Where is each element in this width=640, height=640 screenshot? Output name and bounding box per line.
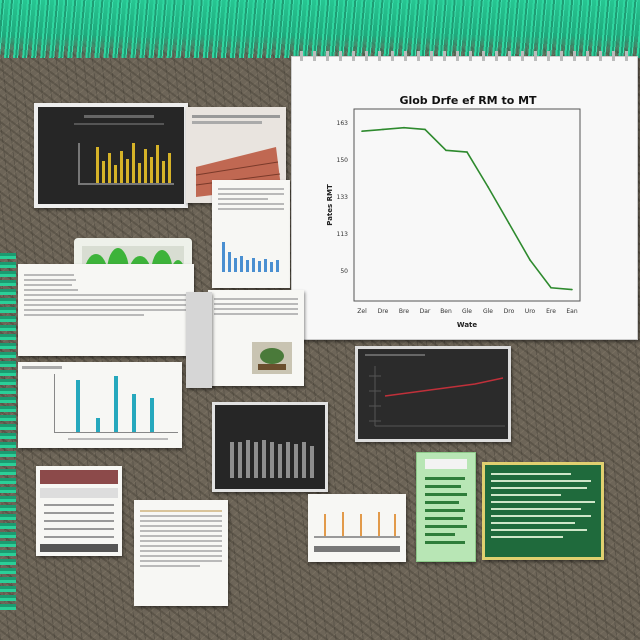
dark-bar-chart-image: [38, 107, 184, 204]
y-tick-label: 113: [337, 231, 349, 238]
document-cyan-bar-chart: [18, 362, 182, 448]
blue-bars-image: [222, 242, 279, 272]
document-orange-bars: [308, 494, 406, 562]
document-text-lines: [134, 510, 228, 567]
x-tick-label: Uro: [525, 308, 536, 315]
document-text-table: [18, 264, 194, 356]
orange-bars-image: [314, 512, 400, 552]
data-point: [403, 126, 405, 129]
y-tick-label: 133: [337, 194, 349, 201]
document-text-lines: [208, 298, 304, 315]
x-tick-label: Zel: [357, 308, 367, 315]
chalkboard-text-image: [491, 473, 595, 538]
thumbnail-dark-gray-bars: [212, 402, 328, 492]
thumbnail-dark-line-chart: [355, 346, 511, 442]
data-point: [445, 149, 447, 152]
document-red-table: [186, 107, 286, 203]
y-axis-label: Pates RMT: [326, 184, 334, 226]
document-blue-bars: [212, 180, 290, 288]
binder-rings: [300, 51, 629, 61]
data-point: [487, 186, 489, 188]
document-with-photo: [208, 290, 304, 386]
chart-title: Glob Drfe ef RM to MT: [399, 94, 537, 107]
cyan-bars-image: [22, 366, 178, 440]
document-text-lines: [18, 274, 194, 316]
x-tick-label: Dar: [420, 308, 431, 315]
x-tick-label: Gle: [483, 308, 493, 315]
small-plant-photo: [252, 342, 292, 374]
green-notes-image: [425, 459, 467, 544]
main-line-chart: Glob Drfe ef RM to MT Pates RMT Wate 163…: [291, 51, 638, 340]
x-tick-label: Ben: [440, 308, 452, 315]
data-point: [424, 128, 426, 131]
document-small-table: [36, 466, 122, 556]
x-tick-label: Ean: [566, 308, 577, 315]
y-tick-label: 50: [340, 268, 348, 275]
x-tick-label: Gle: [462, 308, 472, 315]
x-tick-label: Bre: [399, 308, 409, 315]
data-point: [361, 130, 363, 132]
thumbnail-grey-bars: [186, 292, 212, 388]
y-tick-label: 150: [337, 157, 349, 164]
card-green-notes: [416, 452, 476, 562]
small-table-image: [40, 470, 118, 552]
dark-gray-bars-image: [215, 405, 325, 489]
card-green-chalkboard: [482, 462, 604, 560]
data-point: [466, 151, 468, 153]
data-point: [382, 128, 384, 131]
line-chart-svg: Glob Drfe ef RM to MT Pates RMT Wate 163…: [326, 94, 581, 329]
grass-border-top: [0, 0, 640, 58]
data-point: [550, 286, 552, 289]
data-point: [571, 288, 573, 291]
plot-frame: [353, 108, 581, 302]
data-point: [508, 222, 510, 225]
y-tick-label: 163: [337, 120, 349, 127]
x-tick-label: Dre: [378, 308, 389, 315]
thumbnail-dark-bar-chart: [34, 103, 188, 208]
document-text-lines: [212, 188, 290, 210]
data-point: [529, 259, 531, 261]
x-axis-label: Wate: [457, 321, 478, 329]
grass-border-left: [0, 250, 16, 610]
x-tick-label: Ere: [546, 308, 556, 315]
x-tick-label: Dro: [504, 308, 515, 315]
dark-line-chart-image: [358, 349, 508, 439]
document-long-text: [134, 500, 228, 606]
